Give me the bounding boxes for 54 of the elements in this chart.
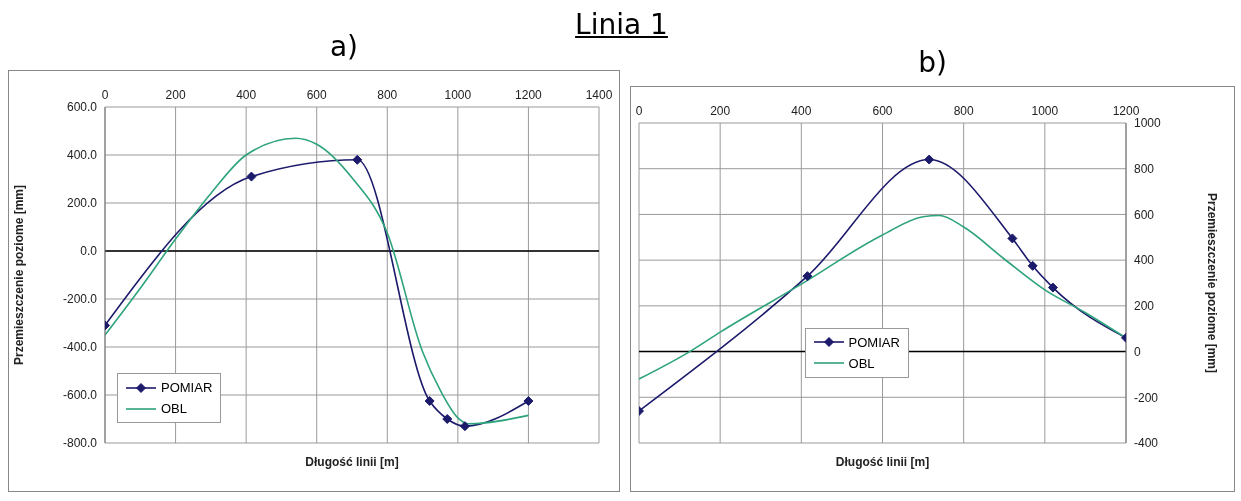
x-tick-label: 400: [236, 88, 257, 102]
point: [802, 271, 813, 282]
y-tick-label: 400.0: [66, 148, 98, 163]
y-tick-label: 600: [1134, 207, 1155, 222]
y-tick-label: 800: [1134, 161, 1155, 176]
x-tick-label: 1200: [1112, 104, 1140, 118]
point: [442, 414, 453, 424]
y-axis-title: Przemieszczenie poziome [mm]: [1204, 192, 1219, 374]
x-tick-label: 1200: [515, 88, 543, 102]
legend-label: POMIAR: [161, 380, 213, 395]
y-tick-label: -600.0: [62, 388, 98, 403]
point: [1007, 233, 1018, 244]
y-tick-label: -400.0: [62, 340, 98, 355]
chart-subtitle: b): [917, 46, 948, 81]
x-tick-label: 1400: [585, 88, 613, 102]
y-tick-label: -800.0: [62, 436, 98, 451]
point: [459, 421, 470, 432]
x-tick-label: 0: [101, 88, 109, 102]
y-tick-label: -200.0: [62, 292, 98, 307]
y-tick-label: 200.0: [66, 196, 98, 211]
point: [246, 171, 257, 182]
x-tick-label: 800: [953, 104, 974, 118]
y-tick-label: -400: [1134, 436, 1159, 451]
point: [523, 396, 534, 406]
point: [424, 396, 435, 406]
x-tick-label: 0: [635, 104, 643, 118]
x-tick-label: 600: [872, 104, 893, 118]
x-tick-label: 400: [791, 104, 812, 118]
chart-subtitle: a): [329, 30, 359, 63]
y-tick-label: 0.0: [80, 244, 98, 259]
point: [1027, 260, 1038, 271]
y-tick-label: 1000: [1134, 116, 1162, 131]
y-tick-label: 400: [1134, 253, 1155, 268]
x-tick-label: 1000: [1031, 104, 1059, 118]
y-axis-title: Przemieszczenie poziome [mm]: [12, 184, 27, 366]
chart-title: Linia 1: [575, 8, 668, 41]
x-axis-title: Długość linii [m]: [304, 455, 400, 469]
x-tick-label: 1000: [444, 88, 472, 102]
y-tick-label: 600.0: [66, 100, 98, 115]
point: [924, 154, 935, 165]
y-tick-label: -200: [1134, 390, 1159, 405]
line-series: [639, 214, 1126, 380]
legend-label: POMIAR: [848, 334, 900, 350]
y-tick-label: 200: [1134, 299, 1155, 314]
x-tick-label: 200: [165, 88, 186, 102]
legend-label: OBL: [848, 355, 875, 371]
y-tick-label: 0: [1134, 344, 1141, 359]
x-tick-label: 200: [710, 104, 731, 118]
legend-label: OBL: [161, 401, 188, 416]
x-axis-title: Długość linii [m]: [834, 455, 931, 469]
point: [1047, 282, 1058, 293]
x-tick-label: 800: [377, 88, 398, 102]
point: [352, 154, 363, 165]
x-tick-label: 600: [306, 88, 328, 102]
